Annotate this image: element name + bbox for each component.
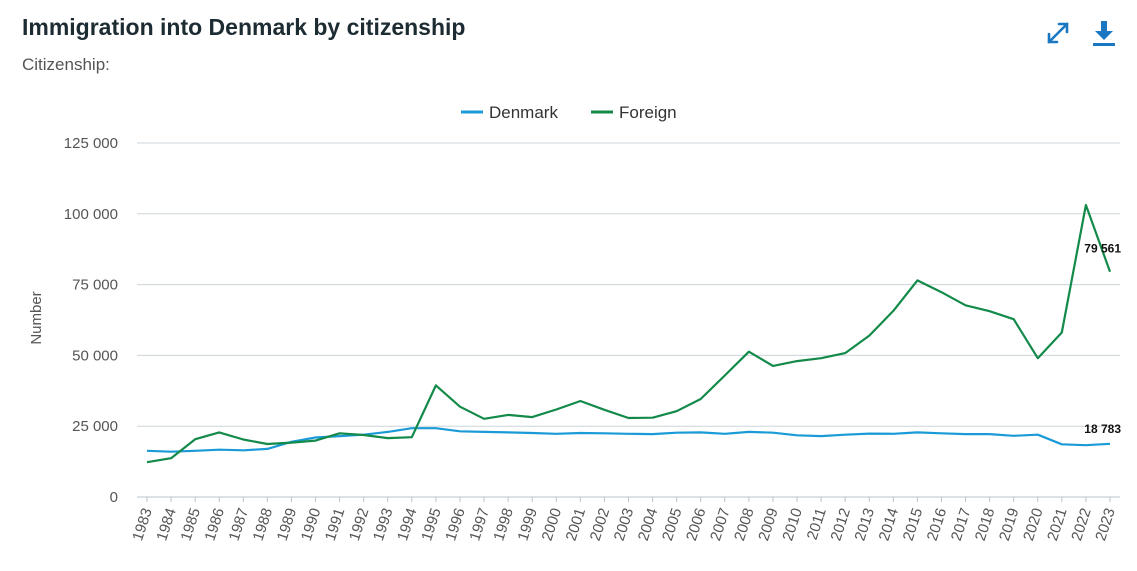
x-tick-label: 2008 [731,506,757,543]
x-tick-label: 2017 [948,506,974,543]
x-tick-label: 1988 [250,506,276,543]
x-tick-label: 1993 [370,506,396,543]
chart-toolbar [1043,18,1119,48]
x-tick-label: 1999 [515,506,541,543]
x-tick-label: 2009 [755,506,781,543]
x-tick-label: 2012 [827,506,853,543]
x-tick-label: 2016 [924,506,950,543]
x-tick-label: 2005 [659,506,685,543]
data-label-denmark: 18 783 [1084,422,1121,436]
x-tick-label: 2011 [804,506,830,542]
x-tick-label: 1983 [129,506,155,543]
series-lines [146,203,1112,464]
citizenship-filter-label: Citizenship: [22,55,110,74]
x-tick-label: 2000 [539,506,565,543]
y-tick-label: 0 [110,489,118,506]
x-tick-label: 1992 [346,506,372,543]
x-tick-label: 2006 [683,506,709,543]
x-tick-label: 2015 [900,506,926,543]
x-tick-label: 1987 [226,506,252,543]
legend-item-foreign[interactable]: Foreign [619,103,677,122]
x-tick-label: 1990 [298,506,324,543]
download-icon[interactable] [1089,18,1119,48]
x-tick-label: 1985 [177,506,203,543]
x-tick-label: 2014 [876,506,902,543]
x-tick-label: 2023 [1092,506,1118,543]
x-tick-label: 1997 [466,506,492,543]
x-tick-label: 2020 [1020,506,1046,543]
y-tick-label: 100 000 [64,206,118,223]
expand-arrows-icon[interactable] [1043,18,1073,48]
x-tick-label: 1994 [394,506,420,543]
x-tick-label: 1996 [442,506,468,543]
legend: Denmark Foreign [461,103,677,122]
x-tick-label: 2022 [1068,506,1094,543]
series-line-foreign[interactable] [146,203,1112,464]
x-tick-label: 2007 [707,506,733,543]
y-tick-label: 125 000 [64,135,118,152]
y-tick-label: 50 000 [72,347,118,364]
x-tick-label: 2003 [611,506,637,543]
x-tick-label: 1991 [322,506,348,543]
y-tick-label: 75 000 [72,277,118,294]
x-tick-label: 2021 [1044,506,1070,543]
x-tick-label: 2002 [587,506,613,543]
x-tick-label: 2001 [563,506,589,543]
x-tick-label: 1998 [490,506,516,543]
x-tick-label: 2019 [996,506,1022,543]
x-tick-label: 1984 [153,506,179,543]
y-axis-ticks: 0 25 000 50 000 75 000 100 000 125 000 [64,135,118,506]
series-line-denmark[interactable] [146,427,1111,453]
x-tick-label: 2018 [972,506,998,543]
y-tick-label: 25 000 [72,418,118,435]
legend-item-denmark[interactable]: Denmark [489,103,558,122]
x-tick-label: 1986 [202,506,228,543]
data-labels: 18 783 79 561 [1084,242,1121,436]
x-tick-label: 1989 [274,506,300,543]
x-tick-label: 2010 [779,506,805,543]
x-tick-label: 1995 [418,506,444,543]
x-axis-ticks: 1983198419851986198719881989199019911992… [129,497,1119,543]
data-label-foreign: 79 561 [1084,242,1121,256]
y-axis-label: Number [28,291,45,344]
chart-title: Immigration into Denmark by citizenship [22,14,466,40]
x-tick-label: 2013 [852,506,878,543]
x-tick-label: 2004 [635,506,661,543]
